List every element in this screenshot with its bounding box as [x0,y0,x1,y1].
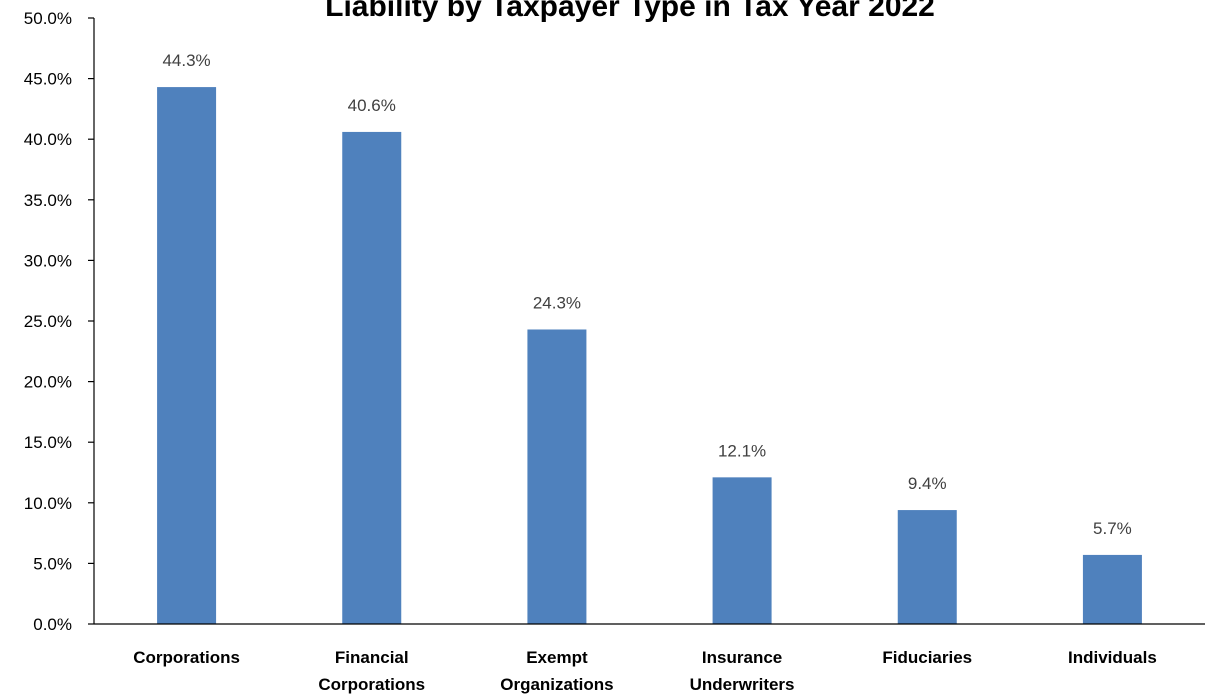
bar [1082,554,1142,624]
data-labels: 44.3% 40.6% 24.3% 12.1% 9.4% 5.7% [162,51,1131,538]
x-tick-label: Corporations [133,648,240,667]
x-tick-label: Exempt [526,648,588,667]
y-tick-label: 20.0% [24,373,72,392]
y-tick-label: 0.0% [33,615,72,634]
y-tick-label: 10.0% [24,494,72,513]
bars [157,87,1142,625]
y-tick-label: 15.0% [24,433,72,452]
y-tick-label: 25.0% [24,312,72,331]
x-tick-label: Corporations [318,675,425,694]
y-tick-label: 50.0% [24,9,72,28]
x-tick-label: Insurance [702,648,782,667]
y-axis: 0.0% 5.0% 10.0% 15.0% 20.0% 25.0% 30.0% 35.0% 40… [24,9,95,634]
y-tick-label: 45.0% [24,70,72,89]
data-label: 5.7% [1093,519,1132,538]
bar [712,477,772,624]
x-tick-label: Financial [335,648,409,667]
bar [897,510,957,624]
data-label: 12.1% [718,441,766,460]
data-label: 40.6% [348,96,396,115]
x-axis: Corporations Financial Corporations Exempt O… [94,623,1205,694]
y-tick-label: 40.0% [24,130,72,149]
y-tick-label: 30.0% [24,251,72,270]
y-tick-label: 5.0% [33,554,72,573]
x-tick-label: Fiduciaries [882,648,972,667]
x-tick-label: Organizations [500,675,613,694]
x-tick-label: Individuals [1068,648,1157,667]
bar [342,131,402,625]
chart-title: Liability by Taxpayer Type in Tax Year 2… [325,0,935,23]
x-tick-label: Underwriters [690,675,795,694]
data-label: 44.3% [162,51,210,70]
bar [527,329,587,624]
data-label: 24.3% [533,293,581,312]
bar [157,87,217,625]
y-tick-label: 35.0% [24,191,72,210]
data-label: 9.4% [908,474,947,493]
